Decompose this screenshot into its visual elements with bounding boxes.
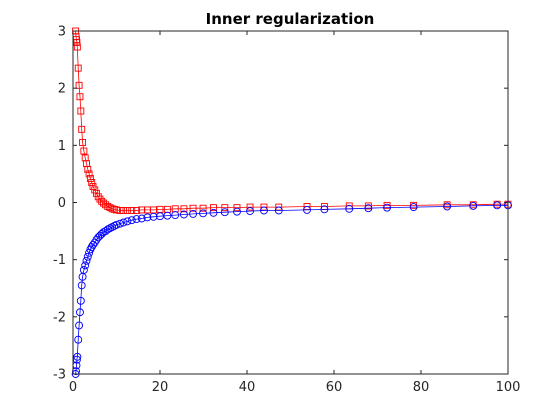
data-point-circle: [303, 205, 311, 214]
data-point-circle: [179, 210, 188, 219]
data-point-square: [116, 207, 124, 214]
data-point-circle: [137, 214, 146, 223]
data-point-circle: [83, 252, 92, 261]
data-point-circle: [220, 208, 229, 217]
data-point-circle: [106, 224, 114, 233]
data-point-circle: [163, 211, 172, 220]
x-tick-label: 60: [326, 380, 343, 395]
data-point-square: [96, 195, 104, 203]
data-point-square: [76, 93, 84, 101]
x-tick-label: 0: [69, 380, 77, 395]
data-point-circle: [233, 207, 241, 216]
data-point-square: [189, 204, 197, 212]
data-point-square: [233, 204, 241, 212]
data-point-circle: [112, 220, 121, 229]
y-tick-label: 2: [58, 82, 66, 97]
data-point-circle: [493, 201, 502, 210]
data-point-square: [123, 207, 131, 214]
y-tick-label: -3: [53, 368, 66, 383]
x-tick-label: 80: [413, 380, 430, 395]
data-point-square: [77, 107, 85, 115]
data-point-circle: [73, 352, 82, 361]
plot-area: [73, 31, 508, 374]
data-point-circle: [74, 335, 83, 344]
y-tick-label: 3: [58, 25, 66, 40]
data-point-circle: [82, 256, 91, 265]
data-point-square: [88, 179, 96, 186]
data-point-circle: [101, 227, 110, 236]
data-point-square: [260, 203, 268, 211]
data-point-circle: [469, 201, 478, 210]
data-point-circle: [81, 261, 90, 270]
data-point-square: [246, 203, 254, 211]
data-point-square: [75, 81, 83, 89]
x-tick-label: 40: [239, 380, 256, 395]
y-tick-label: -2: [53, 310, 66, 325]
data-point-square: [104, 203, 112, 210]
data-point-circle: [103, 225, 112, 234]
data-point-circle: [76, 296, 85, 305]
y-tick-label: 1: [58, 139, 66, 154]
data-point-square: [210, 204, 217, 212]
data-point-square: [73, 38, 81, 46]
data-point-circle: [110, 221, 119, 230]
data-point-square: [106, 204, 114, 212]
data-point-square: [133, 207, 140, 214]
data-point-circle: [116, 219, 124, 228]
data-point-circle: [364, 204, 373, 213]
data-point-circle: [409, 203, 418, 212]
data-point-circle: [260, 206, 268, 215]
data-point-circle: [79, 266, 88, 274]
data-point-circle: [99, 228, 108, 237]
data-point-square: [120, 207, 127, 214]
data-point-square: [199, 204, 207, 212]
data-point-circle: [143, 213, 152, 222]
data-point-circle: [274, 206, 283, 215]
data-point-square: [221, 204, 229, 212]
data-point-circle: [443, 202, 452, 211]
plot-background: [73, 31, 508, 374]
chart-title: Inner regularization: [206, 10, 375, 28]
data-point-square: [275, 203, 283, 211]
data-point-circle: [345, 204, 354, 213]
axes-layer: 0 20 40 60 80 100 -3 -2 -1 0 1 2 3: [53, 25, 520, 396]
data-point-square: [113, 206, 120, 214]
data-point-circle: [123, 217, 132, 226]
data-point-circle: [86, 245, 95, 254]
x-tick-label: 20: [152, 380, 169, 395]
data-point-circle: [171, 211, 180, 220]
series-layer: [71, 27, 512, 378]
data-point-circle: [189, 209, 198, 218]
data-point-square: [79, 139, 87, 146]
data-point-square: [94, 193, 102, 201]
data-point-circle: [246, 207, 254, 216]
data-point-square: [108, 205, 116, 213]
data-point-circle: [199, 209, 208, 218]
data-point-circle: [75, 321, 84, 330]
data-point-circle: [108, 223, 117, 232]
data-point-circle: [76, 308, 84, 317]
data-point-square: [86, 175, 94, 182]
data-point-square: [73, 43, 81, 51]
data-point-circle: [320, 205, 329, 214]
data-point-circle: [97, 229, 106, 238]
data-point-circle: [77, 281, 86, 290]
data-point-circle: [209, 208, 218, 217]
data-point-square: [78, 125, 86, 133]
data-point-square: [80, 147, 88, 155]
data-point-circle: [119, 218, 128, 227]
y-tick-label: -1: [53, 253, 66, 268]
data-point-circle: [127, 216, 136, 225]
data-point-square: [85, 170, 93, 178]
data-point-square: [74, 64, 82, 72]
data-point-square: [84, 165, 92, 173]
data-point-square: [180, 205, 188, 213]
data-point-circle: [132, 215, 141, 224]
y-tick-label: 0: [58, 196, 66, 211]
data-point-square: [128, 207, 136, 214]
data-point-circle: [383, 203, 392, 212]
x-tick-label: 100: [496, 380, 521, 395]
